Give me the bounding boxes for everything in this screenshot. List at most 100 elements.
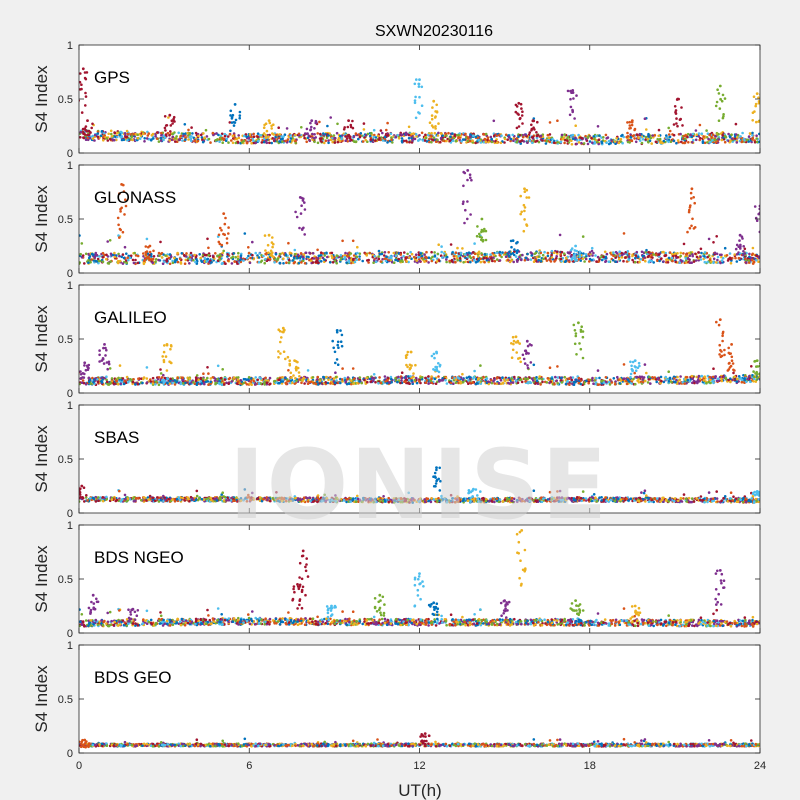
data-point: [229, 114, 232, 117]
data-point: [432, 136, 436, 139]
data-point: [473, 258, 476, 262]
data-point: [591, 379, 594, 382]
data-point: [569, 97, 572, 101]
data-point: [555, 250, 559, 254]
data-point: [274, 135, 277, 139]
data-point: [189, 251, 193, 255]
data-point: [214, 252, 217, 255]
data-point: [164, 129, 167, 132]
data-point: [325, 375, 328, 379]
data-point: [717, 132, 720, 136]
data-point: [193, 253, 196, 257]
data-point: [117, 234, 120, 237]
data-point: [483, 227, 486, 231]
data-point: [472, 134, 475, 137]
data-point: [107, 383, 111, 386]
data-point: [615, 137, 618, 140]
data-point: [220, 243, 224, 247]
data-point: [676, 97, 680, 101]
data-point: [108, 239, 112, 242]
data-point: [715, 252, 719, 256]
data-point: [751, 134, 754, 137]
data-point: [383, 135, 387, 139]
data-point: [323, 258, 326, 261]
data-point: [460, 140, 463, 143]
data-point: [754, 102, 758, 106]
data-point: [219, 134, 223, 137]
data-point: [745, 380, 748, 384]
data-point: [480, 236, 484, 239]
data-point: [699, 247, 703, 251]
data-point: [272, 380, 276, 383]
data-point: [513, 375, 516, 379]
data-point: [705, 382, 708, 385]
data-point: [374, 139, 377, 142]
data-point: [580, 141, 583, 145]
data-point: [126, 256, 129, 260]
data-point: [687, 210, 691, 214]
data-point: [368, 377, 372, 381]
data-point: [266, 379, 270, 382]
data-point: [523, 209, 526, 213]
data-point: [445, 260, 448, 264]
data-point: [270, 241, 274, 244]
data-point: [162, 253, 165, 256]
data-point: [169, 130, 172, 133]
data-point: [151, 376, 155, 380]
data-point: [529, 251, 533, 254]
data-point: [647, 378, 651, 381]
data-point: [374, 136, 378, 139]
data-point: [232, 124, 236, 127]
data-point: [428, 140, 431, 144]
data-point: [273, 137, 276, 141]
data-point: [676, 124, 679, 128]
data-point: [424, 133, 427, 137]
data-point: [640, 141, 644, 145]
data-point: [454, 251, 458, 254]
data-point: [511, 133, 514, 137]
data-point: [116, 131, 119, 135]
data-point: [550, 141, 554, 144]
data-point: [154, 134, 157, 138]
data-point: [439, 136, 443, 140]
scatter-points: [79, 318, 760, 387]
data-point: [334, 375, 338, 379]
data-point: [281, 140, 284, 143]
data-point: [358, 255, 361, 258]
data-point: [279, 138, 283, 141]
data-point: [477, 255, 480, 258]
data-point: [627, 255, 631, 258]
data-point: [179, 382, 182, 386]
data-point: [236, 255, 240, 258]
data-point: [649, 136, 653, 140]
data-point: [227, 141, 230, 144]
data-point: [278, 133, 282, 136]
data-point: [404, 139, 408, 143]
data-point: [694, 380, 698, 384]
data-point: [616, 252, 619, 255]
data-point: [311, 132, 314, 136]
data-point: [515, 241, 518, 245]
data-point: [264, 122, 268, 125]
data-point: [372, 128, 376, 132]
data-point: [482, 133, 485, 136]
data-point: [630, 119, 634, 122]
data-point: [175, 140, 179, 143]
data-point: [184, 132, 187, 135]
data-point: [626, 250, 630, 253]
data-point: [227, 382, 230, 386]
data-point: [231, 113, 235, 117]
data-point: [169, 255, 173, 259]
data-point: [670, 380, 673, 384]
data-point: [563, 260, 567, 264]
data-point: [177, 131, 180, 135]
data-point: [715, 235, 718, 238]
data-point: [612, 251, 615, 254]
data-point: [162, 134, 166, 138]
data-point: [559, 379, 563, 382]
data-point: [541, 380, 544, 384]
data-point: [278, 252, 282, 256]
data-point: [345, 137, 349, 140]
data-point: [239, 379, 243, 382]
